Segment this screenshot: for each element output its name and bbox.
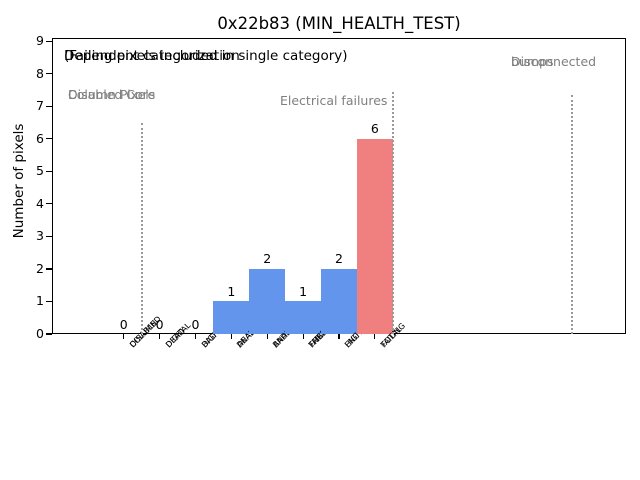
y-tick <box>46 170 52 172</box>
x-tick <box>230 334 232 339</box>
y-tick-label: 5 <box>36 163 44 179</box>
bar <box>249 268 286 334</box>
y-tick <box>46 300 52 303</box>
annotation-line: bumps <box>511 54 554 69</box>
bar-value-label: 1 <box>299 283 308 299</box>
annotation-line: (Failing pixels included in single categ… <box>64 48 348 64</box>
y-tick <box>46 73 52 75</box>
bar <box>213 301 250 334</box>
y-tick-label: 4 <box>36 195 44 211</box>
y-tick <box>46 138 52 140</box>
y-tick <box>46 268 52 270</box>
y-tick <box>46 40 52 42</box>
chart-title: 0x22b83 (MIN_HEALTH_TEST) <box>217 14 461 33</box>
annotation-line: Dependent categorization <box>64 48 240 64</box>
y-tick-label: 6 <box>36 130 44 146</box>
x-tick <box>159 334 161 339</box>
y-tick <box>46 203 52 205</box>
y-tick-label: 8 <box>36 65 44 81</box>
x-tick <box>123 334 125 339</box>
x-tick <box>302 334 304 339</box>
y-tick <box>46 105 52 107</box>
y-tick <box>46 235 52 237</box>
bar-value-label: 1 <box>227 283 236 299</box>
bar-value-label: 2 <box>263 251 272 267</box>
y-tick <box>46 333 52 335</box>
y-tick-label: 1 <box>36 293 44 309</box>
bar <box>356 138 393 334</box>
bar-value-label: 6 <box>370 121 379 137</box>
separator-line <box>140 122 143 334</box>
x-tick <box>266 334 268 339</box>
annotation-line: Disconnected <box>511 54 597 69</box>
y-tick-label: 9 <box>36 33 44 49</box>
annotation-line: Electrical failures <box>280 93 388 108</box>
bar-value-label: 0 <box>155 316 164 332</box>
separator-line <box>391 91 394 334</box>
x-tick <box>338 334 340 339</box>
annotation-line: Disabled Core <box>68 87 156 102</box>
y-tick-label: 0 <box>36 326 44 341</box>
annotation-line: Column Pixels <box>68 87 156 102</box>
y-tick-label: 3 <box>36 228 44 244</box>
separator-line <box>571 94 574 334</box>
bar-value-label: 2 <box>335 251 343 267</box>
y-tick-label: 7 <box>36 98 44 114</box>
bar <box>321 268 357 334</box>
y-tick-label: 2 <box>36 260 44 276</box>
x-tick <box>194 334 197 339</box>
bar <box>285 301 322 334</box>
bar-value-label: 0 <box>119 316 128 332</box>
x-tick <box>374 334 376 339</box>
bar-value-label: 0 <box>191 316 200 332</box>
